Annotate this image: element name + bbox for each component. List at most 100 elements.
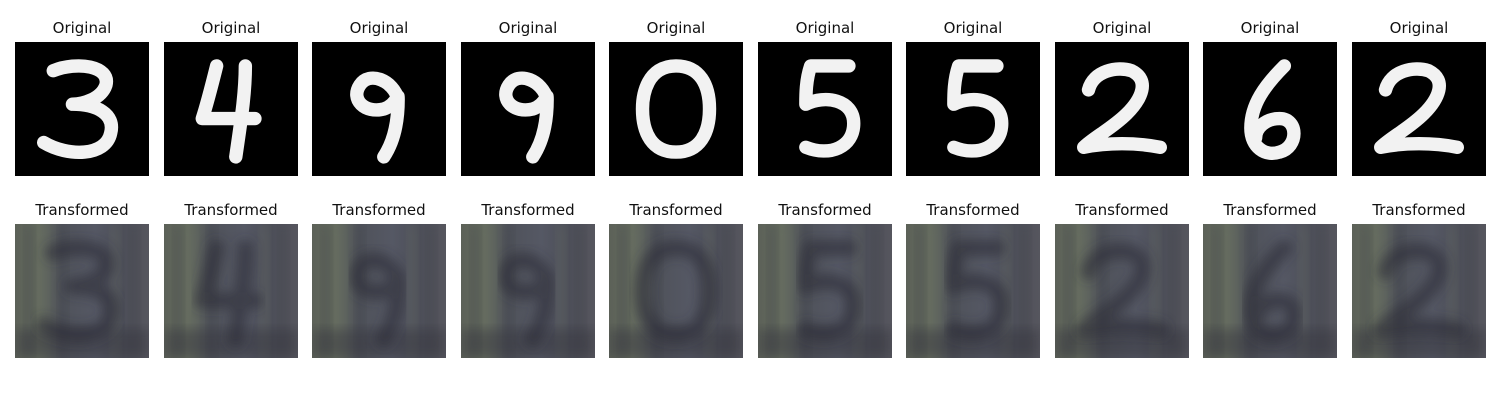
texture-band [929, 224, 940, 358]
image-background [1352, 42, 1486, 176]
digit-stroke [799, 59, 861, 158]
transformed-panel-title: Transformed [481, 201, 575, 219]
digit-stroke [195, 59, 262, 164]
transformed-digit-image [15, 224, 149, 358]
original-panel-title: Original [795, 19, 855, 37]
texture-band [24, 224, 35, 358]
texture-band [58, 224, 68, 358]
transformed-panel-title: Transformed [184, 201, 278, 219]
texture-band [1395, 224, 1405, 358]
original-digit-image [15, 42, 149, 176]
original-digit-image [758, 42, 892, 176]
original-panel-title: Original [52, 19, 112, 37]
digit-shadow-stroke [1075, 242, 1169, 338]
texture-band [652, 224, 662, 358]
original-panel-title: Original [498, 19, 558, 37]
transformed-panel-title: Transformed [1075, 201, 1169, 219]
original-panel-title: Original [646, 19, 706, 37]
original-digit-image [461, 42, 595, 176]
digit-stroke [1244, 59, 1301, 160]
texture-band [1375, 224, 1386, 358]
digit-stroke [499, 71, 554, 164]
texture-band [259, 224, 270, 358]
digit-shadow-stroke [797, 239, 862, 342]
texture-band [321, 224, 332, 358]
digit-shadow-stroke [1372, 242, 1466, 338]
original-digit-image [906, 42, 1040, 176]
texture-band [187, 224, 198, 358]
texture-band [723, 224, 734, 358]
original-digit-image [609, 42, 743, 176]
texture-band [1078, 224, 1089, 358]
transformed-digit-image [312, 224, 446, 358]
texture-band [110, 224, 121, 358]
texture-band [38, 224, 49, 358]
transformed-panel-title: Transformed [778, 201, 872, 219]
original-digit-image [164, 42, 298, 176]
original-panel-title: Original [201, 19, 261, 37]
texture-band [872, 224, 883, 358]
texture-band [1317, 224, 1328, 358]
texture-band [1064, 224, 1075, 358]
texture-band [407, 224, 418, 358]
digit-shadow-stroke [194, 239, 264, 347]
texture-band [556, 224, 567, 358]
digit-stroke [350, 71, 405, 164]
transformed-digit-image [164, 224, 298, 358]
original-panel-title: Original [943, 19, 1003, 37]
digit-shadow-stroke [1242, 239, 1302, 344]
transformed-digit-image [758, 224, 892, 358]
transformed-digit-image [1203, 224, 1337, 358]
original-panel-title: Original [1240, 19, 1300, 37]
texture-band [173, 224, 184, 358]
texture-band [129, 224, 140, 358]
texture-band [767, 224, 778, 358]
texture-band [335, 224, 346, 358]
texture-band [1447, 224, 1458, 358]
digit-shadow-stroke [35, 239, 120, 343]
digit-shadow-stroke [348, 252, 407, 347]
original-digit-image [1055, 42, 1189, 176]
original-digit-image [312, 42, 446, 176]
digit-stroke [947, 59, 1009, 158]
texture-band [1226, 224, 1237, 358]
texture-band [1212, 224, 1223, 358]
original-panel-title: Original [349, 19, 409, 37]
transformed-digit-image [1352, 224, 1486, 358]
texture-band [1298, 224, 1309, 358]
texture-band [575, 224, 586, 358]
texture-band [484, 224, 495, 358]
texture-band [1150, 224, 1161, 358]
transformed-panel-title: Transformed [1372, 201, 1466, 219]
original-panel-title: Original [1389, 19, 1449, 37]
texture-band [1169, 224, 1180, 358]
texture-band [1020, 224, 1031, 358]
texture-band [1098, 224, 1108, 358]
digit-shadow-stroke [634, 239, 718, 343]
image-background [1055, 42, 1189, 176]
transformed-panel-title: Transformed [629, 201, 723, 219]
transformed-panel-title: Transformed [332, 201, 426, 219]
digit-shadow-stroke [945, 239, 1010, 342]
digit-stroke [1374, 62, 1464, 154]
texture-band [470, 224, 481, 358]
texture-band [1361, 224, 1372, 358]
transformed-digit-image [1055, 224, 1189, 358]
transformed-panel-title: Transformed [35, 201, 129, 219]
transformed-digit-image [906, 224, 1040, 358]
digit-stroke [37, 59, 119, 159]
transformed-digit-image [609, 224, 743, 358]
texture-band [781, 224, 792, 358]
texture-band [278, 224, 289, 358]
texture-band [1466, 224, 1477, 358]
texture-band [426, 224, 437, 358]
texture-band [618, 224, 629, 358]
digit-stroke [635, 59, 717, 159]
transformed-panel-title: Transformed [926, 201, 1020, 219]
original-panel-title: Original [1092, 19, 1152, 37]
transformed-digit-image [461, 224, 595, 358]
texture-band [915, 224, 926, 358]
transformed-panel-title: Transformed [1223, 201, 1317, 219]
digit-shadow-stroke [497, 252, 556, 347]
original-digit-image [1203, 42, 1337, 176]
